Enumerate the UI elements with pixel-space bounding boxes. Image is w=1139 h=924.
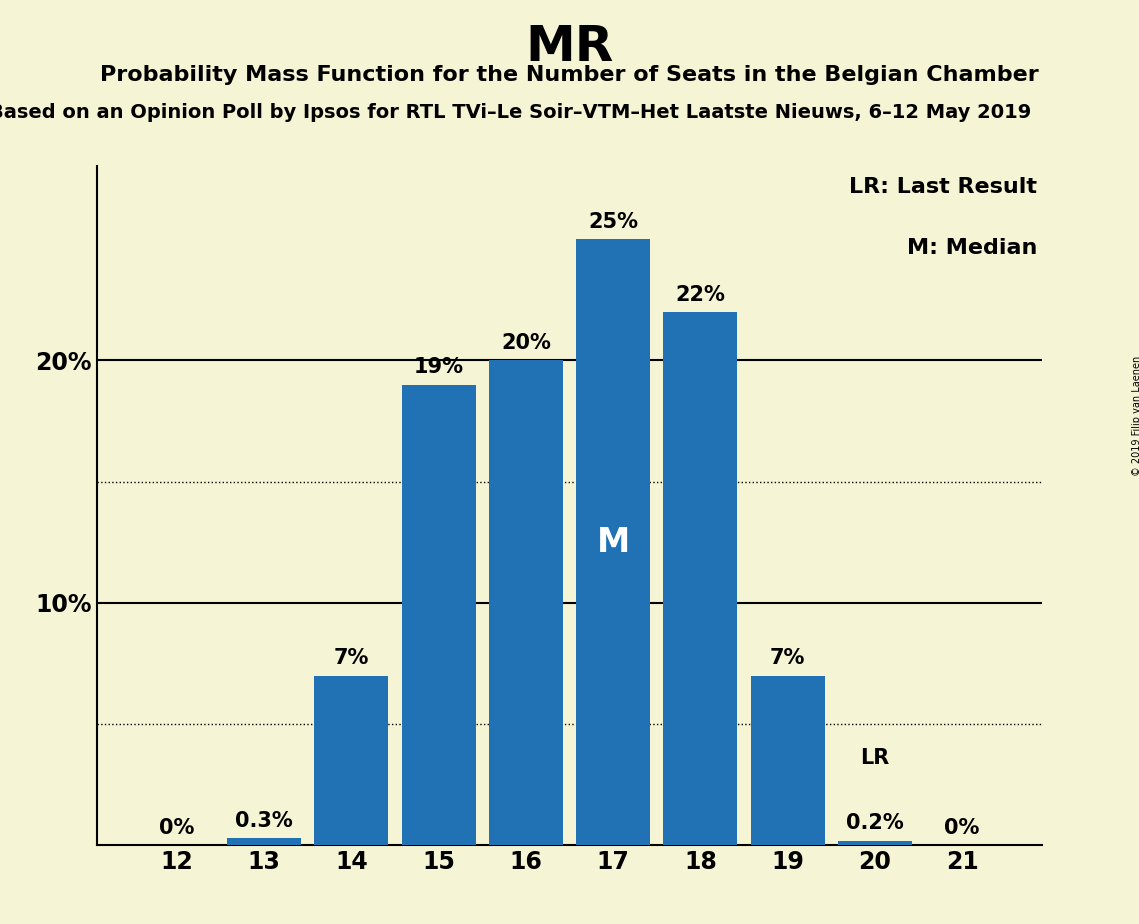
Text: MR: MR [525, 23, 614, 71]
Text: M: M [597, 526, 630, 559]
Text: Based on an Opinion Poll by Ipsos for RTL TVi–Le Soir–VTM–Het Laatste Nieuws, 6–: Based on an Opinion Poll by Ipsos for RT… [0, 103, 1031, 123]
Text: 22%: 22% [675, 285, 726, 305]
Bar [402, 384, 476, 845]
Bar [751, 675, 825, 845]
Text: 25%: 25% [588, 212, 638, 232]
Bar [314, 675, 388, 845]
Text: 19%: 19% [413, 358, 464, 377]
Text: 7%: 7% [770, 649, 805, 668]
Text: 0.2%: 0.2% [846, 813, 903, 833]
Text: © 2019 Filip van Laenen: © 2019 Filip van Laenen [1132, 356, 1139, 476]
Bar [838, 841, 912, 845]
Text: LR: LR [860, 748, 890, 768]
Bar [227, 838, 301, 845]
Text: 0%: 0% [159, 818, 195, 838]
Bar [663, 312, 737, 845]
Bar [576, 239, 650, 845]
Text: 20%: 20% [501, 333, 551, 353]
Text: 7%: 7% [334, 649, 369, 668]
Text: 0%: 0% [944, 818, 980, 838]
Bar [489, 360, 563, 845]
Text: LR: Last Result: LR: Last Result [850, 176, 1038, 197]
Text: 0.3%: 0.3% [236, 811, 293, 831]
Text: Probability Mass Function for the Number of Seats in the Belgian Chamber: Probability Mass Function for the Number… [100, 65, 1039, 85]
Text: M: Median: M: Median [907, 237, 1038, 258]
